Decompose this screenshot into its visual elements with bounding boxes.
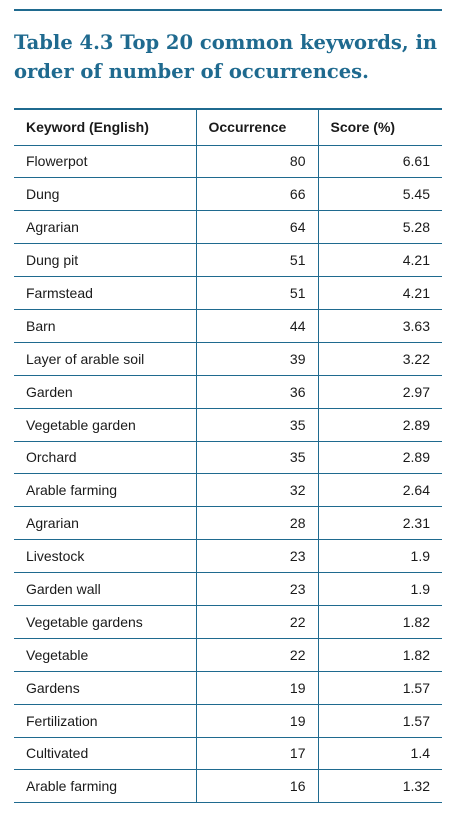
occurrence-cell: 22 [195,638,318,672]
occurrence-cell: 28 [195,506,318,541]
occurrence-cell: 64 [195,210,318,245]
score-cell: 2.64 [317,473,442,508]
table-row: Gardens 19 1.57 [14,671,442,705]
keyword-cell: Dung pit [14,243,196,278]
table-row: Dung pit 51 4.21 [14,243,442,278]
score-cell: 4.21 [317,276,442,310]
keyword-cell: Barn [14,309,196,343]
score-cell: 6.61 [317,145,442,179]
score-cell: 1.57 [317,671,442,705]
keyword-cell: Agrarian [14,506,196,541]
keyword-cell: Vegetable gardens [14,605,196,639]
table-row: Agrarian 28 2.31 [14,506,442,541]
keyword-cell: Livestock [14,539,196,574]
occurrence-cell: 80 [195,145,318,179]
score-cell: 1.4 [317,737,442,771]
occurrence-cell: 16 [195,769,318,804]
score-cell: 1.9 [317,572,442,606]
table-row: Barn 44 3.63 [14,309,442,343]
keyword-cell: Flowerpot [14,145,196,179]
top-rule [14,9,442,11]
table-row: Vegetable 22 1.82 [14,638,442,672]
table-row: Vegetable gardens 22 1.82 [14,605,442,639]
keyword-cell: Agrarian [14,210,196,245]
score-cell: 5.28 [317,210,442,245]
table-header-row: Keyword (English) Occurrence Score (%) [14,108,442,146]
score-cell: 4.21 [317,243,442,278]
table-row: Agrarian 64 5.28 [14,210,442,245]
occurrence-cell: 17 [195,737,318,771]
score-cell: 2.97 [317,375,442,409]
keyword-table-container: Keyword (English) Occurrence Score (%) F… [14,108,442,804]
occurrence-cell: 32 [195,473,318,508]
score-cell: 2.89 [317,408,442,442]
occurrence-cell: 19 [195,671,318,705]
keyword-cell: Dung [14,177,196,212]
keyword-cell: Garden wall [14,572,196,606]
table-row: Arable farming 32 2.64 [14,473,442,508]
keyword-cell: Gardens [14,671,196,705]
score-cell: 3.63 [317,309,442,343]
header-keyword: Keyword (English) [14,108,196,146]
keyword-cell: Cultivated [14,737,196,771]
occurrence-cell: 22 [195,605,318,639]
header-score: Score (%) [317,108,442,146]
table-row: Garden 36 2.97 [14,375,442,409]
score-cell: 1.82 [317,605,442,639]
keyword-cell: Fertilization [14,704,196,738]
score-cell: 2.31 [317,506,442,541]
table-caption: Table 4.3 Top 20 common keywords, in ord… [14,31,438,83]
score-cell: 1.32 [317,769,442,804]
occurrence-cell: 39 [195,342,318,376]
keyword-cell: Garden [14,375,196,409]
table-row: Layer of arable soil 39 3.22 [14,342,442,376]
table-row: Orchard 35 2.89 [14,441,442,475]
table-row: Farmstead 51 4.21 [14,276,442,310]
occurrence-cell: 35 [195,441,318,475]
header-occurrence: Occurrence [195,108,318,146]
table-row: Cultivated 17 1.4 [14,737,442,771]
table-row: Dung 66 5.45 [14,177,442,212]
table-body: Flowerpot 80 6.61 Dung 66 5.45 Agrarian 64 5.28 D… [14,145,442,804]
table-row: Garden wall 23 1.9 [14,572,442,606]
keyword-table: Keyword (English) Occurrence Score (%) F… [14,108,442,804]
score-cell: 3.22 [317,342,442,376]
keyword-cell: Arable farming [14,769,196,804]
occurrence-cell: 51 [195,276,318,310]
score-cell: 1.57 [317,704,442,738]
table-row: Fertilization 19 1.57 [14,704,442,738]
table-row: Arable farming 16 1.32 [14,769,442,804]
occurrence-cell: 44 [195,309,318,343]
score-cell: 1.82 [317,638,442,672]
occurrence-cell: 66 [195,177,318,212]
occurrence-cell: 23 [195,572,318,606]
occurrence-cell: 51 [195,243,318,278]
occurrence-cell: 19 [195,704,318,738]
keyword-cell: Orchard [14,441,196,475]
keyword-cell: Layer of arable soil [14,342,196,376]
score-cell: 5.45 [317,177,442,212]
occurrence-cell: 35 [195,408,318,442]
score-cell: 1.9 [317,539,442,574]
keyword-cell: Vegetable [14,638,196,672]
table-row: Flowerpot 80 6.61 [14,145,442,179]
keyword-cell: Arable farming [14,473,196,508]
keyword-cell: Vegetable garden [14,408,196,442]
occurrence-cell: 36 [195,375,318,409]
table-row: Livestock 23 1.9 [14,539,442,574]
table-row: Vegetable garden 35 2.89 [14,408,442,442]
score-cell: 2.89 [317,441,442,475]
occurrence-cell: 23 [195,539,318,574]
keyword-cell: Farmstead [14,276,196,310]
